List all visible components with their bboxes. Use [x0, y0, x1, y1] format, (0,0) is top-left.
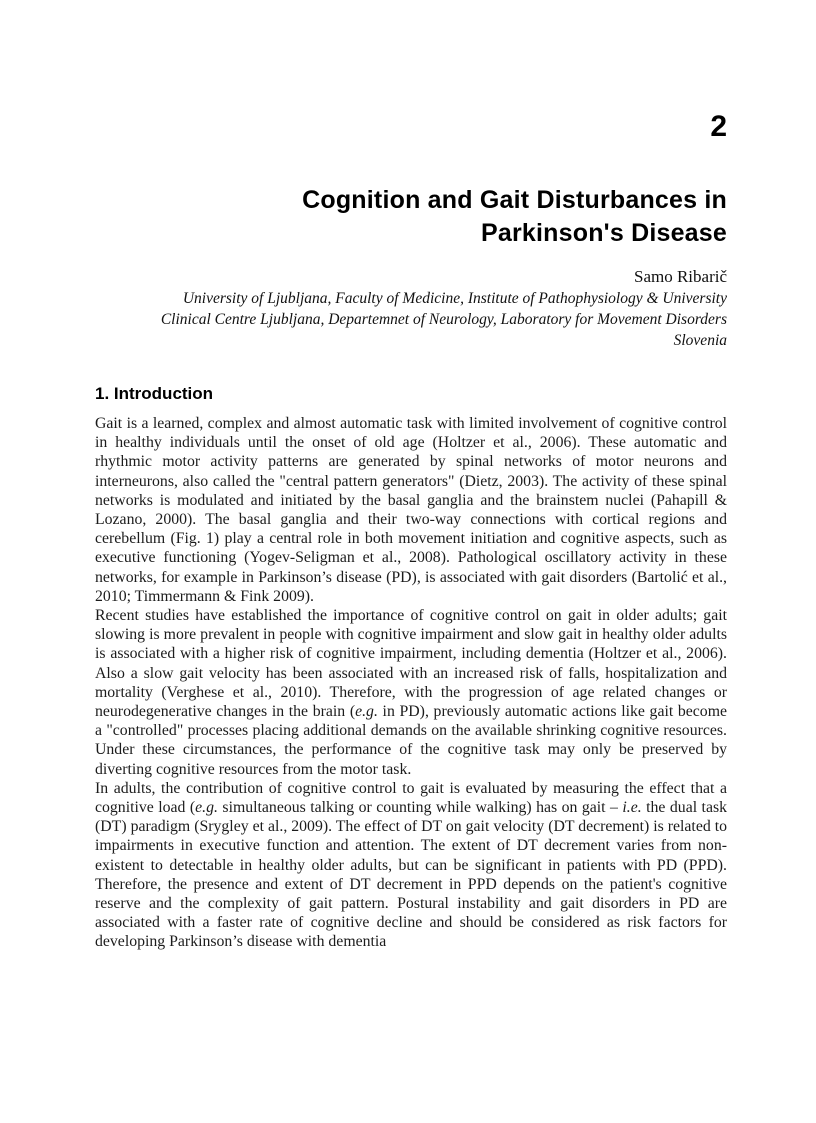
- affiliation-line: Clinical Centre Ljubljana, Departemnet o…: [160, 311, 727, 328]
- paragraph-1: Gait is a learned, complex and almost au…: [95, 415, 727, 605]
- chapter-title-line1: Cognition and Gait Disturbances in: [302, 186, 727, 214]
- section-heading-introduction: 1. Introduction: [95, 384, 214, 403]
- affiliation-line: University of Ljubljana, Faculty of Medi…: [182, 290, 727, 307]
- body-text: Gait is a learned, complex and almost au…: [95, 414, 727, 952]
- chapter-title: Cognition and Gait Disturbances in Parki…: [95, 0, 727, 250]
- chapter-number: 2: [710, 110, 727, 143]
- affiliation-country: Slovenia: [673, 332, 727, 349]
- author-block: Samo Ribarič University of Ljubljana, Fa…: [95, 265, 727, 351]
- paragraph-3: In adults, the contribution of cognitive…: [95, 779, 728, 951]
- paragraph-2: Recent studies have established the impo…: [95, 607, 727, 778]
- chapter-title-line2: Parkinson's Disease: [481, 219, 727, 247]
- author-name: Samo Ribarič: [633, 267, 727, 286]
